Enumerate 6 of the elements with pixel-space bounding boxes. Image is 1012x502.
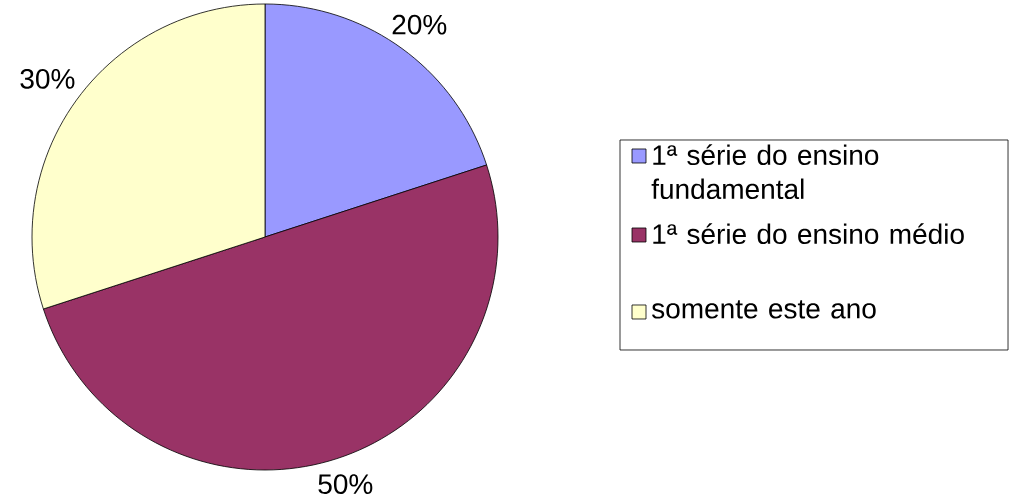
data-label: 50% xyxy=(318,474,373,495)
legend-label: 1ª série do ensino médio xyxy=(653,223,964,245)
legend-label: somente este ano xyxy=(651,300,876,319)
data-label: 30% xyxy=(20,68,75,89)
legend-label: 1ª série do ensino fundamental xyxy=(651,144,879,200)
data-label: 20% xyxy=(392,14,447,35)
